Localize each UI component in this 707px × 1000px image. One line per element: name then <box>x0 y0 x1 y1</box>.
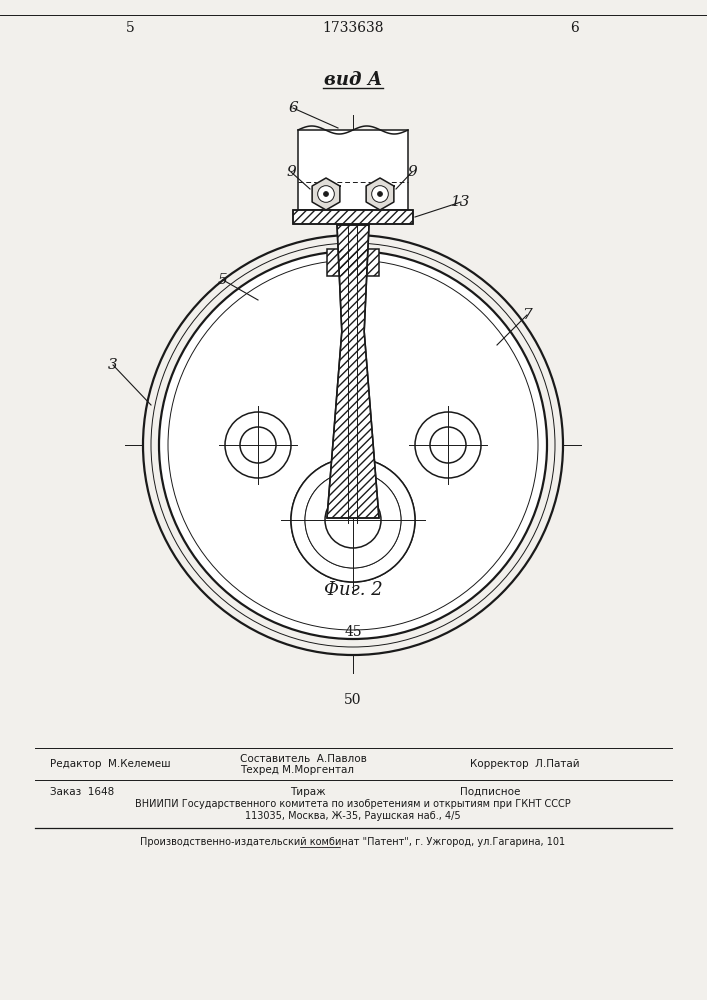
Bar <box>293 210 413 224</box>
Circle shape <box>317 186 334 202</box>
Circle shape <box>291 458 415 582</box>
Bar <box>293 210 413 224</box>
Text: Заказ  1648: Заказ 1648 <box>50 787 115 797</box>
Circle shape <box>378 192 382 196</box>
Text: Подписное: Подписное <box>460 787 520 797</box>
Text: Производственно-издательский комбинат "Патент", г. Ужгород, ул.Гагарина, 101: Производственно-издательский комбинат "П… <box>141 837 566 847</box>
Text: Составитель  А.Павлов: Составитель А.Павлов <box>240 754 367 764</box>
Circle shape <box>159 251 547 639</box>
Circle shape <box>372 186 388 202</box>
Text: Тираж: Тираж <box>290 787 326 797</box>
Text: 7: 7 <box>522 308 532 322</box>
Bar <box>298 130 408 210</box>
Circle shape <box>430 427 466 463</box>
Text: 6: 6 <box>288 101 298 115</box>
Ellipse shape <box>291 458 415 582</box>
Circle shape <box>415 412 481 478</box>
Ellipse shape <box>291 458 415 582</box>
Polygon shape <box>312 178 340 210</box>
Text: вид А: вид А <box>324 71 382 89</box>
Polygon shape <box>327 225 379 518</box>
Text: 50: 50 <box>344 693 362 707</box>
Circle shape <box>325 492 381 548</box>
Text: 1733638: 1733638 <box>322 21 384 35</box>
Text: 5: 5 <box>218 273 228 287</box>
Text: 5: 5 <box>126 21 134 35</box>
Polygon shape <box>366 178 394 210</box>
Text: Редактор  М.Келемеш: Редактор М.Келемеш <box>50 759 170 769</box>
Text: Техред М.Моргентал: Техред М.Моргентал <box>240 765 354 775</box>
Text: Корректор  Л.Патай: Корректор Л.Патай <box>470 759 580 769</box>
Circle shape <box>305 472 401 568</box>
Text: 13: 13 <box>451 195 471 209</box>
Circle shape <box>305 472 401 568</box>
Text: Фиг. 2: Фиг. 2 <box>324 581 382 599</box>
Circle shape <box>325 492 381 548</box>
Circle shape <box>324 192 329 196</box>
Circle shape <box>168 260 538 630</box>
Circle shape <box>240 427 276 463</box>
Text: 6: 6 <box>571 21 579 35</box>
Text: 3: 3 <box>108 358 118 372</box>
Polygon shape <box>327 249 379 276</box>
Text: 45: 45 <box>344 625 362 639</box>
Circle shape <box>151 243 555 647</box>
Text: 9: 9 <box>407 165 417 179</box>
Bar <box>293 210 413 224</box>
Circle shape <box>143 235 563 655</box>
Text: ВНИИПИ Государственного комитета по изобретениям и открытиям при ГКНТ СССР: ВНИИПИ Государственного комитета по изоб… <box>135 799 571 809</box>
Text: 9: 9 <box>286 165 296 179</box>
Circle shape <box>225 412 291 478</box>
Text: 113035, Москва, Ж-35, Раушская наб., 4/5: 113035, Москва, Ж-35, Раушская наб., 4/5 <box>245 811 461 821</box>
